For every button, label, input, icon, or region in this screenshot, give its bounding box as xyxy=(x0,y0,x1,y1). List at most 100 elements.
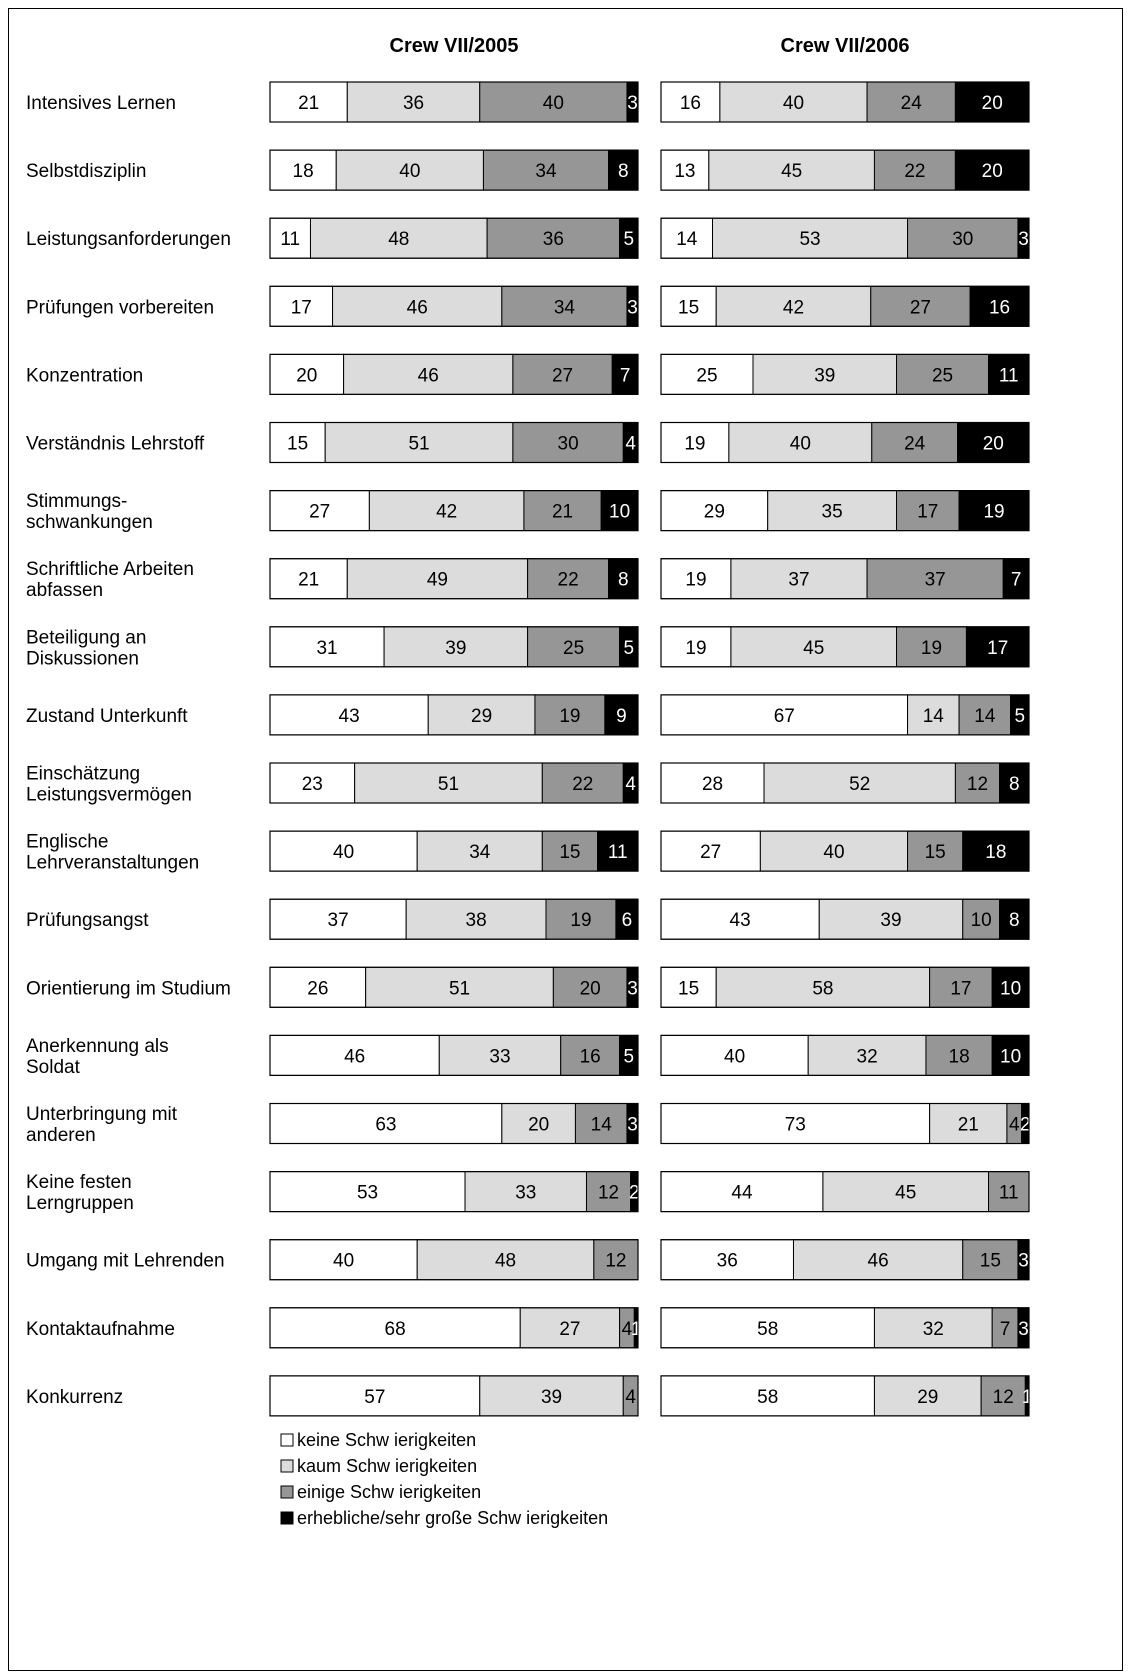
data-label-p1-r2-s3: 34 xyxy=(535,161,557,182)
bar-segment-p1-r13-s2 xyxy=(405,898,547,940)
data-label-p1-r7-s2: 42 xyxy=(436,502,457,523)
data-label-p2-r9-s1: 19 xyxy=(685,638,706,659)
bar-segment-p1-r15-s2 xyxy=(438,1034,562,1076)
data-label-p1-r8-s1: 21 xyxy=(298,570,319,591)
bar-outline-p1-r10 xyxy=(269,694,639,736)
data-label-p1-r10-s2: 29 xyxy=(471,706,492,727)
bar-segment-p2-r16-s1 xyxy=(660,1103,931,1144)
bar-segment-p1-r7-s3 xyxy=(523,490,602,532)
data-label-p2-r6-s2: 40 xyxy=(790,434,811,455)
row-label-11-line-2: Leistungsvermögen xyxy=(26,785,192,806)
data-label-p2-r9-s4: 17 xyxy=(987,638,1008,659)
data-label-p2-r19-s4: 3 xyxy=(1018,1319,1029,1340)
bar-segment-p1-r12-s3 xyxy=(541,830,599,872)
bar-segment-p2-r19-s2 xyxy=(873,1307,993,1349)
bar-segment-p1-r5-s1 xyxy=(269,353,345,395)
bar-outline-p1-r2 xyxy=(269,149,639,191)
bar-segment-p2-r20-s1 xyxy=(660,1375,875,1417)
bar-segment-p2-r13-s3 xyxy=(962,898,1001,940)
bar-segment-p2-r15-s3 xyxy=(925,1034,993,1076)
data-label-p2-r2-s4: 20 xyxy=(982,161,1003,182)
data-label-p1-r4-s4: 3 xyxy=(627,297,638,318)
data-label-p2-r2-s1: 13 xyxy=(674,161,695,182)
data-label-p2-r13-s3: 10 xyxy=(971,910,992,931)
bar-outline-p2-r5 xyxy=(660,353,1030,395)
data-label-p2-r19-s1: 58 xyxy=(757,1319,778,1340)
bar-outline-p2-r9 xyxy=(660,626,1030,668)
bar-outline-p2-r13 xyxy=(660,898,1030,940)
bar-segment-p2-r17-s1 xyxy=(660,1171,824,1213)
row-label-13: Prüfungsangst xyxy=(26,910,149,931)
data-label-p1-r2-s1: 18 xyxy=(293,161,314,182)
data-label-p1-r15-s2: 33 xyxy=(489,1046,510,1067)
bar-segment-p1-r3-s2 xyxy=(309,217,488,259)
data-label-p2-r20-s1: 58 xyxy=(757,1387,778,1408)
data-label-p2-r10-s3: 14 xyxy=(974,706,996,727)
bar-outline-p1-r19 xyxy=(269,1307,639,1349)
data-label-p2-r13-s2: 39 xyxy=(880,910,901,931)
data-label-p1-r10-s3: 19 xyxy=(559,706,580,727)
bar-segment-p2-r14-s4 xyxy=(991,966,1030,1008)
chart-frame: Crew VII/2005 Crew VII/2006 Intensives Ler… xyxy=(8,8,1123,1671)
row-label-4: Prüfungen vorbereiten xyxy=(26,297,214,318)
legend-swatch-3 xyxy=(280,1485,294,1499)
data-label-p1-r1-s2: 36 xyxy=(403,93,424,114)
data-label-p2-r18-s3: 15 xyxy=(980,1251,1001,1272)
row-label-8-line-1: Schriftliche Arbeiten xyxy=(26,559,194,580)
data-label-p1-r14-s4: 3 xyxy=(627,978,638,999)
data-label-p2-r10-s2: 14 xyxy=(923,706,945,727)
bar-segment-p2-r6-s1 xyxy=(660,422,730,463)
data-label-p1-r14-s1: 26 xyxy=(307,978,328,999)
bar-segment-p1-r15-s3 xyxy=(560,1034,621,1076)
data-label-p2-r9-s2: 45 xyxy=(803,638,824,659)
bar-outline-p1-r3 xyxy=(269,217,639,259)
data-label-p2-r2-s2: 45 xyxy=(781,161,802,182)
bar-segment-p1-r5-s2 xyxy=(343,353,514,395)
data-label-p2-r14-s3: 17 xyxy=(950,978,971,999)
data-label-p1-r15-s3: 16 xyxy=(580,1046,601,1067)
data-label-p1-r16-s3: 14 xyxy=(591,1115,613,1136)
data-label-p1-r6-s3: 30 xyxy=(558,434,579,455)
data-label-p1-r4-s1: 17 xyxy=(291,297,312,318)
data-label-p2-r19-s3: 7 xyxy=(1000,1319,1011,1340)
bar-segment-p1-r20-s1 xyxy=(269,1375,481,1417)
data-label-p1-r6-s2: 51 xyxy=(408,434,429,455)
bar-outline-p2-r6 xyxy=(660,421,1030,464)
data-label-p2-r15-s3: 18 xyxy=(949,1046,970,1067)
bar-outline-p1-r9 xyxy=(269,626,639,668)
row-label-12-line-2: Lehrveranstaltungen xyxy=(26,853,199,874)
data-label-p1-r9-s3: 25 xyxy=(563,638,584,659)
bar-outline-p1-r14 xyxy=(269,966,639,1008)
data-label-p1-r16-s4: 3 xyxy=(627,1115,638,1136)
row-label-17-line-2: Lerngruppen xyxy=(26,1193,134,1214)
bar-segment-p2-r1-s2 xyxy=(719,81,868,123)
bar-outline-p1-r7 xyxy=(269,490,639,532)
bar-segment-p2-r3-s3 xyxy=(907,217,1019,259)
bar-segment-p1-r14-s2 xyxy=(365,966,554,1008)
data-label-p1-r1-s1: 21 xyxy=(298,93,319,114)
bar-outline-p2-r17 xyxy=(660,1170,1030,1213)
data-label-p2-r16-s1: 73 xyxy=(785,1115,806,1136)
data-label-p2-r11-s1: 28 xyxy=(702,774,723,795)
bar-segment-p2-r10-s1 xyxy=(660,694,909,736)
data-label-p2-r8-s3: 37 xyxy=(925,570,946,591)
data-label-p2-r3-s1: 14 xyxy=(676,229,698,250)
data-label-p1-r15-s4: 5 xyxy=(624,1046,635,1067)
bar-segment-p1-r8-s2 xyxy=(346,558,529,600)
data-label-p2-r12-s2: 40 xyxy=(823,842,844,863)
bar-outline-p1-r18 xyxy=(269,1239,639,1281)
data-label-p1-r4-s3: 34 xyxy=(554,297,576,318)
data-label-p2-r11-s2: 52 xyxy=(849,774,870,795)
row-label-7-line-1: Stimmungs- xyxy=(26,491,127,512)
stacked-bar-chart: Crew VII/2005 Crew VII/2006 Intensives Ler… xyxy=(26,35,1032,1528)
data-label-p1-r1-s3: 40 xyxy=(543,93,564,114)
row-label-2: Selbstdisziplin xyxy=(26,161,146,182)
data-label-p1-r15-s1: 46 xyxy=(344,1046,365,1067)
data-label-p1-r12-s2: 34 xyxy=(469,842,491,863)
data-label-p2-r12-s4: 18 xyxy=(985,842,1006,863)
data-label-p2-r14-s1: 15 xyxy=(678,978,699,999)
data-label-p1-r1-s4: 3 xyxy=(627,93,638,114)
data-label-p1-r17-s4: 2 xyxy=(629,1183,640,1204)
bar-outline-p2-r20 xyxy=(660,1375,1030,1417)
data-label-p2-r3-s2: 53 xyxy=(799,229,820,250)
